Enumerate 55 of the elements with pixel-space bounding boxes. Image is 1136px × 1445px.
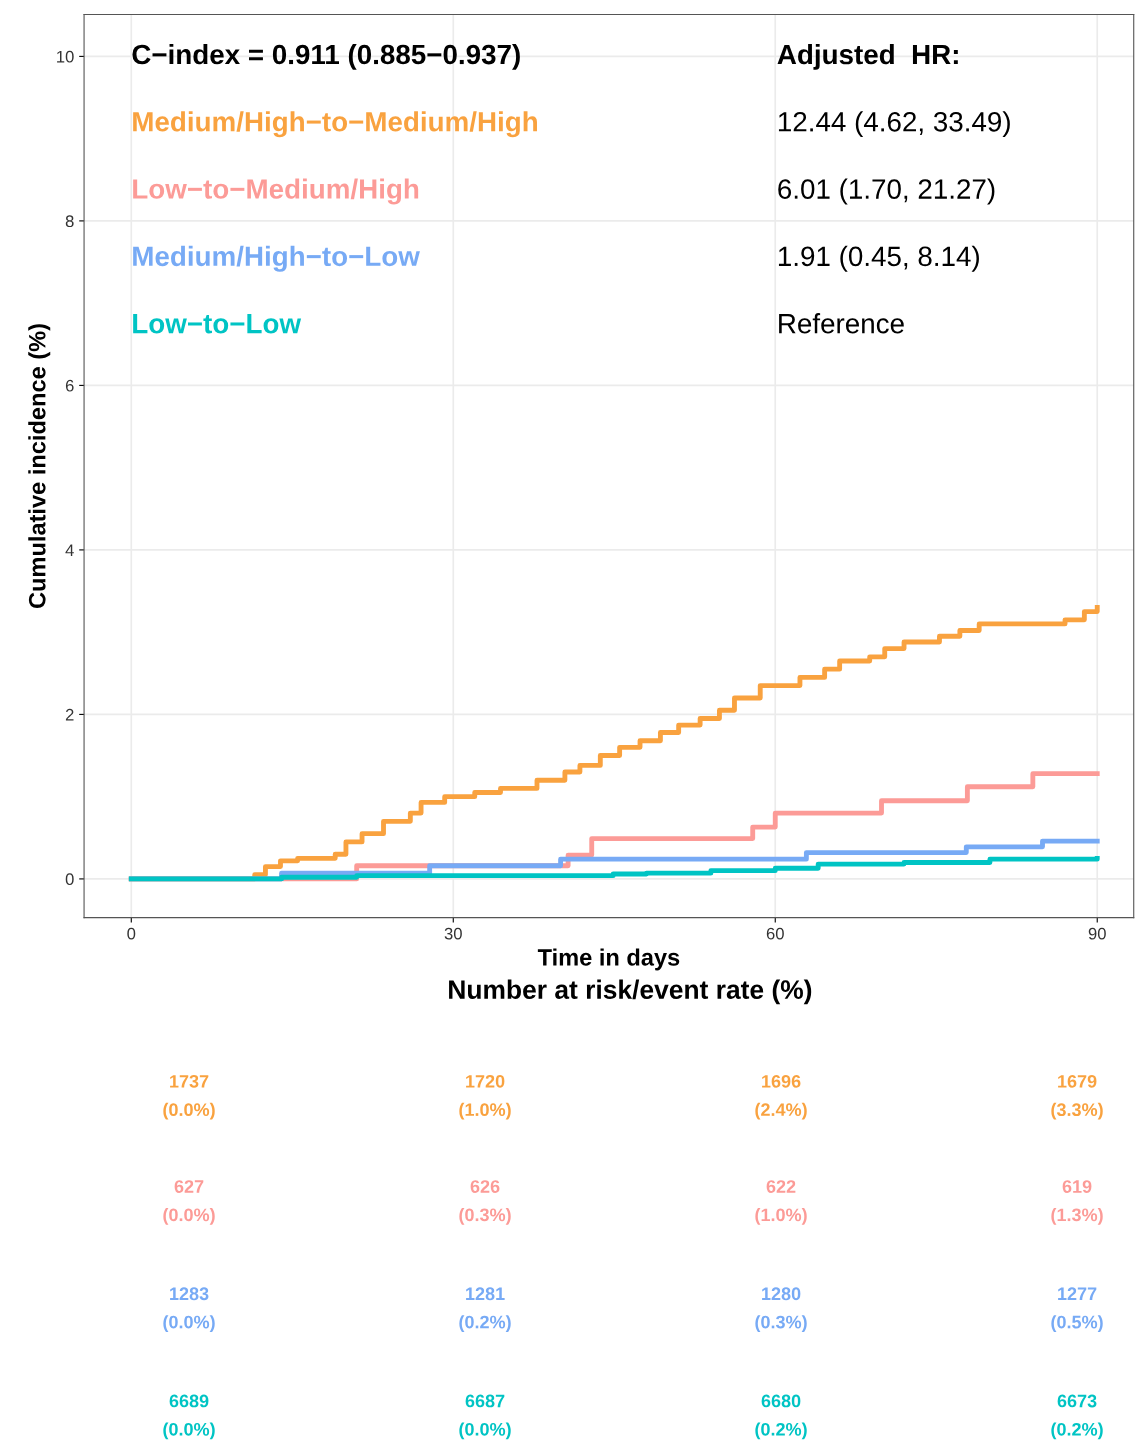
text: Number at risk/event rate (%) [449,979,812,1005]
x-tick-label: 90 [1088,927,1106,940]
x-tick-label: 0 [127,927,136,940]
annotation: C−index = 0.911 (0.885−0.937) [132,43,520,70]
text: 1281 [466,1287,505,1301]
text: 6673 [1057,1394,1097,1408]
text: 1720 [466,1074,505,1088]
text: 6687 [465,1394,505,1408]
text: (0.2%) [755,1422,807,1440]
x-tick-label: 60 [766,927,784,940]
y-tick-label: 4 [65,544,74,556]
text: (1.0%) [459,1102,511,1120]
text: (0.2%) [459,1315,511,1333]
text: 626 [470,1180,500,1193]
text: (0.0%) [163,1422,215,1440]
y-tick-label: 6 [65,379,74,392]
text: (1.3%) [1051,1207,1103,1225]
y-tick-label: 0 [65,873,74,886]
text: Low−to−Medium/High [133,178,419,205]
text: (3.3%) [1051,1102,1103,1120]
text: Medium/High−to−Medium/High [133,111,537,138]
annotation: 6.01 (1.70, 21.27) [778,178,995,205]
annotation: Adjusted HR: [777,43,958,70]
y-tick-label: 8 [65,215,74,228]
y-axis-title: Cumulative incidence (%) [28,324,51,609]
annotation: 12.44 (4.62, 33.49) [778,111,1010,138]
text: 1696 [762,1074,801,1088]
text: 6689 [169,1394,209,1408]
text: (0.3%) [755,1315,807,1333]
y-tick-label: 2 [65,708,74,721]
x-axis-title: Time in days [537,948,680,971]
text: 1737 [170,1074,209,1088]
text: (0.5%) [1051,1315,1103,1333]
y-tick-label: 10 [57,50,74,63]
annotation: Reference [779,313,904,334]
text: 619 [1062,1180,1092,1193]
text: Low−to−Low [133,314,302,334]
text: 1280 [762,1287,801,1301]
annotation: 1.91 (0.45, 8.14) [778,245,979,272]
text: (2.4%) [755,1102,807,1120]
text: Medium/High−to−Low [133,245,420,272]
text: (0.0%) [163,1102,215,1120]
text: 1277 [1058,1287,1097,1300]
text: (1.0%) [755,1207,807,1225]
text: 1283 [170,1287,209,1301]
text: (0.0%) [163,1315,215,1333]
text: 627 [174,1180,204,1193]
text: 622 [766,1180,796,1193]
text: (0.3%) [459,1207,511,1225]
text: (0.0%) [459,1422,511,1440]
text: 1679 [1058,1074,1097,1088]
text: (0.0%) [163,1207,215,1225]
text: 6680 [761,1394,801,1408]
x-tick-label: 30 [444,927,462,940]
text: (0.2%) [1051,1422,1103,1440]
